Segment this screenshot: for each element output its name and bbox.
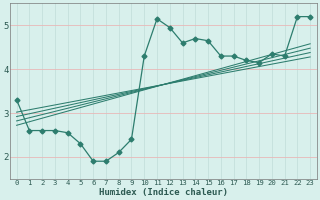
- X-axis label: Humidex (Indice chaleur): Humidex (Indice chaleur): [99, 188, 228, 197]
